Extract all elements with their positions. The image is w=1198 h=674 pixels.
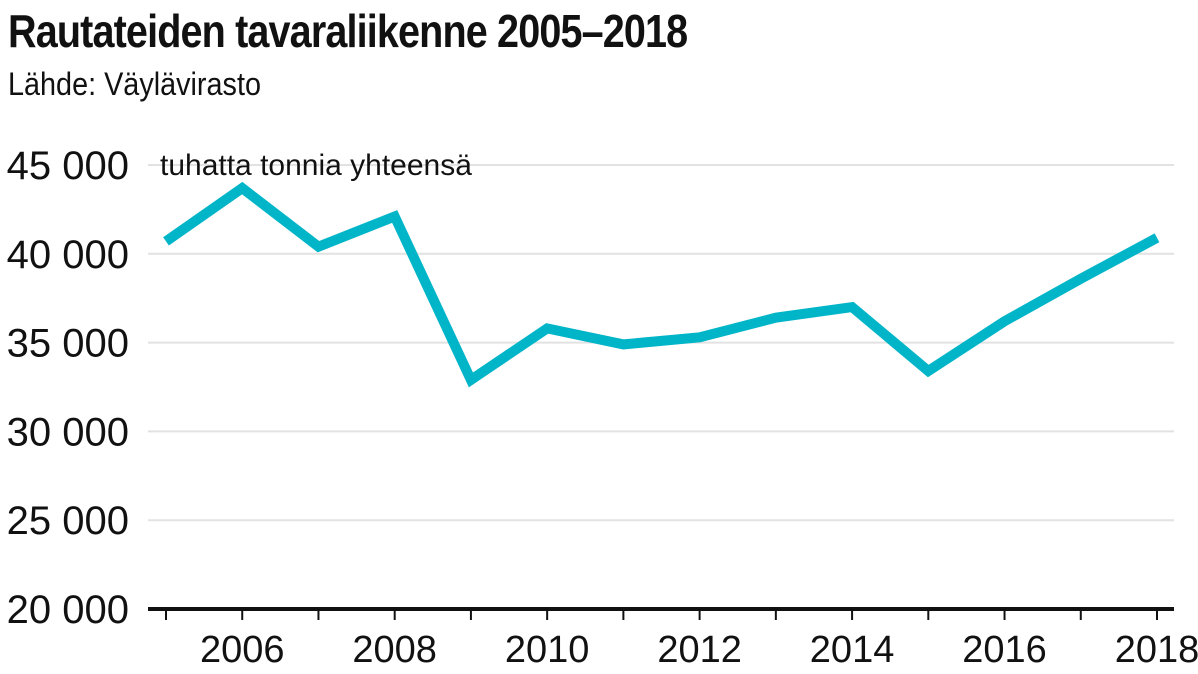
x-tick-label: 2008 [352,629,437,671]
data-point [1080,278,1081,279]
data-point [242,188,243,189]
x-tick-label: 2006 [200,629,285,671]
data-point [928,371,929,372]
data-point [318,246,319,247]
data-point [166,241,167,242]
y-tick-label: 45 000 [7,144,129,188]
data-point [623,344,624,345]
x-tick-label: 2010 [505,629,590,671]
x-tick-label: 2018 [1115,629,1198,671]
series-points [166,188,1158,381]
x-axis-ticks: 2006 2008 2010 2012 2014 2016 2018 [200,629,1198,671]
x-tick-label: 2016 [962,629,1047,671]
series-lines [163,181,1160,388]
y-tick-label: 20 000 [7,588,129,632]
x-tick-label: 2012 [657,629,742,671]
y-tick-label: 30 000 [7,410,129,454]
data-point [775,317,776,318]
chart-title: Rautateiden tavaraliikenne 2005–2018 [8,5,688,57]
unit-label: tuhatta tonnia yhteensä [160,149,472,182]
y-tick-label: 35 000 [7,322,129,366]
data-point [394,216,395,217]
data-point [699,337,700,338]
data-point [1004,321,1005,322]
x-axis [148,607,1174,620]
data-point [1157,237,1158,238]
y-tick-label: 25 000 [7,499,129,543]
series-line [163,181,1160,388]
data-point [470,379,471,380]
y-axis-ticks: 20 000 25 000 30 000 35 000 40 000 45 000 [7,144,129,632]
y-tick-label: 40 000 [7,233,129,277]
data-point [852,307,853,308]
chart-source: Lähde: Väylävirasto [8,66,261,102]
x-tick-label: 2014 [810,629,895,671]
data-point [547,328,548,329]
